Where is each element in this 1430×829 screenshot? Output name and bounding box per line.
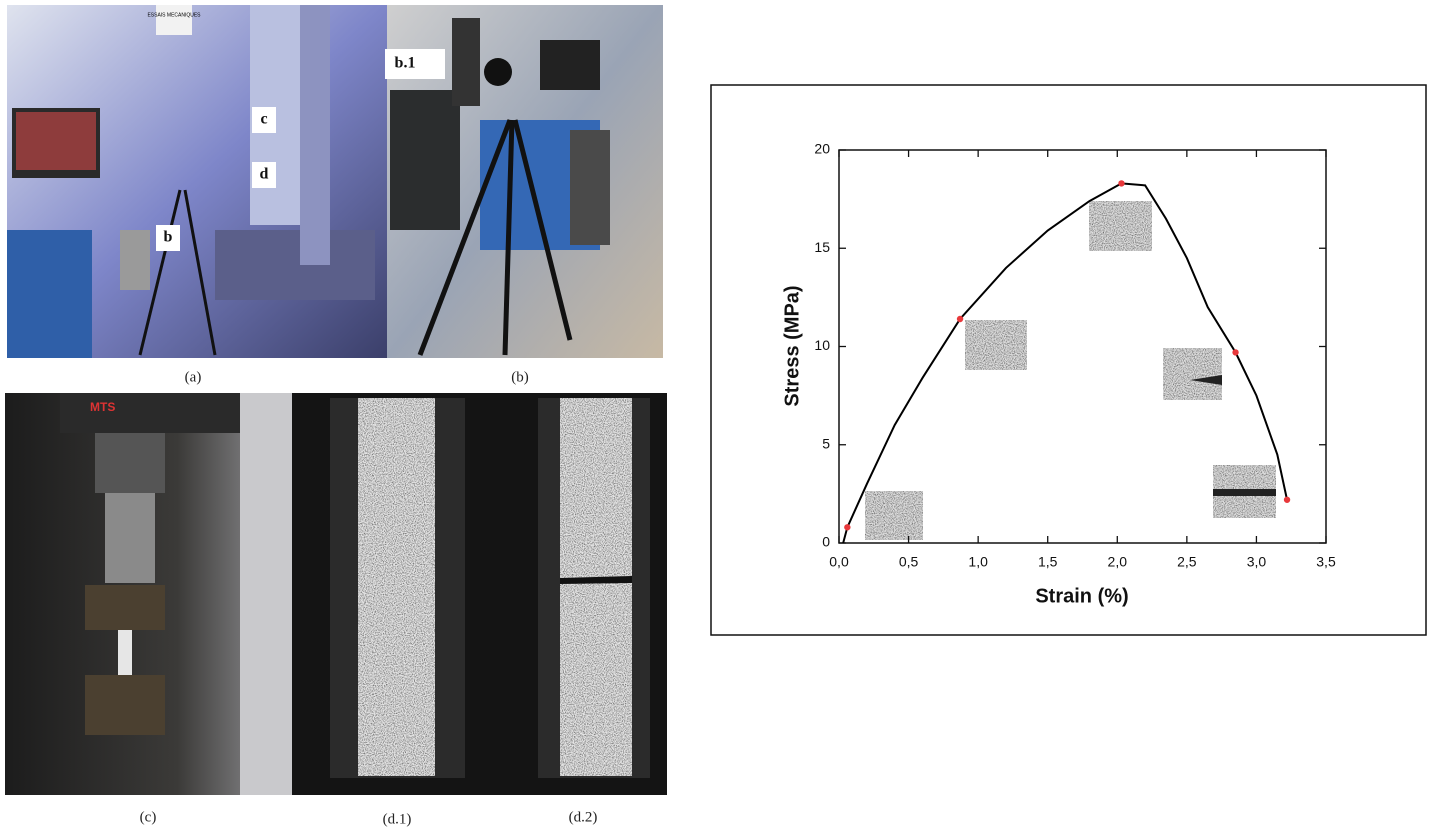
x-tick-label: 1,0: [968, 554, 988, 570]
data-point: [1232, 349, 1239, 356]
photo-d: [292, 393, 667, 795]
y-tick-label: 15: [814, 239, 830, 255]
panel-caption: (d.1): [383, 811, 412, 827]
brand-text: MTS: [90, 400, 115, 414]
data-point: [1118, 180, 1125, 187]
panel-caption: (a): [185, 369, 202, 385]
chart-frame: [710, 84, 1427, 636]
y-tick-label: 0: [822, 534, 830, 550]
x-tick-label: 3,0: [1247, 554, 1267, 570]
data-point: [844, 524, 851, 531]
x-tick-label: 2,5: [1177, 554, 1197, 570]
y-tick-label: 20: [814, 141, 830, 157]
callout: d: [260, 166, 269, 183]
x-axis-label: Strain (%): [1035, 585, 1128, 607]
photo-b: b.1: [385, 5, 663, 358]
panel-caption: (c): [140, 809, 157, 825]
curve: [842, 182, 1289, 544]
y-tick-label: 5: [822, 435, 830, 451]
callout: b: [164, 229, 173, 246]
dic-insets: [865, 201, 1276, 540]
callout: c: [260, 111, 267, 128]
panel-caption: (d.2): [569, 809, 598, 825]
data-point: [1283, 496, 1291, 503]
x-tick-label: 0,5: [899, 554, 919, 570]
y-tick-label: 10: [814, 337, 830, 353]
x-tick-label: 2,0: [1108, 554, 1128, 570]
x-tick-label: 0,0: [829, 554, 849, 570]
plot: 0,0 0,5 1,0 1,5 2,0 2,5 3,0 3,5 0 5 10 15 20: [814, 141, 1336, 570]
x-tick-label: 3,5: [1316, 554, 1336, 570]
x-tick-label: 1,5: [1038, 554, 1058, 570]
y-axis-label: Stress (MPa): [781, 285, 803, 406]
data-point: [956, 315, 964, 323]
photo-a: ESSAIS MECANIQUES c d b: [7, 5, 387, 358]
photo-c: MTS: [5, 393, 292, 795]
sign-text: ESSAIS MECANIQUES: [147, 12, 201, 18]
panel-caption: (b): [511, 369, 529, 385]
callout: b.1: [395, 55, 416, 72]
